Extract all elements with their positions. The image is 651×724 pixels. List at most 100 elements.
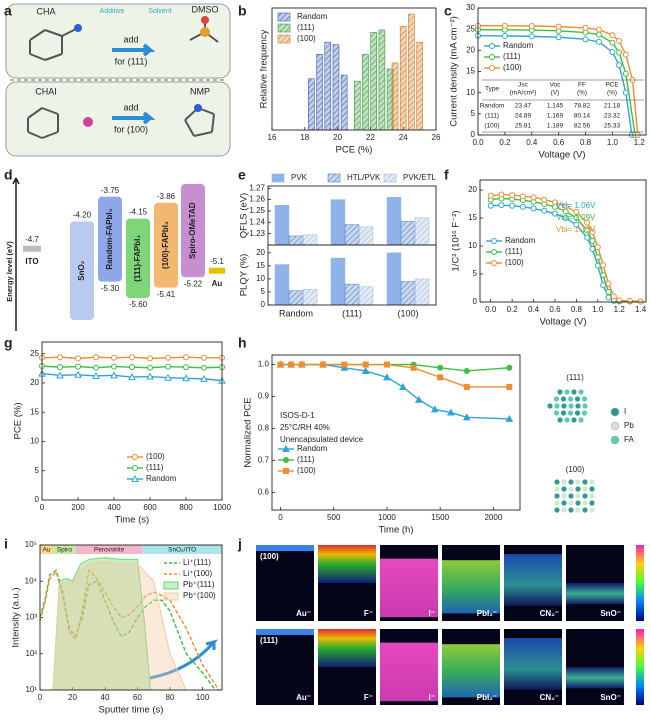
- x-tick-label: 1.4: [635, 305, 647, 314]
- energy-name: Random-FAPbI₃: [105, 208, 114, 269]
- x-tick-label: 0.6: [549, 305, 561, 314]
- legend-label: (111): [297, 23, 315, 32]
- marker: [626, 297, 633, 304]
- atom: [554, 500, 560, 506]
- bar: [344, 224, 360, 246]
- marker: [555, 23, 562, 30]
- x-axis-label: Time (s): [115, 515, 149, 526]
- y-tick-label: 1.24: [249, 217, 265, 226]
- atom: [554, 507, 560, 513]
- marker: [93, 364, 99, 371]
- x-tick-label: (111): [342, 308, 362, 318]
- marker: [57, 364, 63, 371]
- x-tick-label: 18: [300, 133, 309, 142]
- marker: [74, 370, 82, 378]
- x-tick-label: 0: [278, 513, 283, 522]
- bar: [340, 74, 348, 131]
- marker: [341, 361, 348, 368]
- marker: [110, 371, 118, 379]
- marker: [541, 207, 548, 214]
- marker: [487, 202, 494, 209]
- marker: [183, 364, 189, 371]
- marker: [609, 39, 616, 46]
- marker: [129, 364, 135, 371]
- atom: [574, 410, 581, 416]
- atom: [547, 403, 553, 409]
- marker: [501, 22, 508, 29]
- marker: [562, 215, 569, 222]
- structure-label: (111): [566, 373, 584, 382]
- axes-frame: [479, 179, 647, 303]
- y-tick-label: 15: [30, 407, 39, 416]
- map-image: [256, 545, 314, 621]
- bar: [386, 252, 402, 306]
- marker: [463, 383, 470, 390]
- marker: [399, 382, 407, 390]
- x-tick-label: (100): [397, 308, 418, 318]
- atom: [568, 507, 574, 513]
- area: [52, 557, 152, 691]
- legend-label: Pb⁺(111): [183, 580, 215, 589]
- ion-label: SnO⁻: [600, 693, 621, 702]
- annotation: Vbi= 1.09V: [556, 213, 596, 222]
- marker: [584, 227, 591, 234]
- atom: [571, 417, 577, 423]
- bar: [353, 80, 361, 131]
- table-header: (mA/cm²): [510, 90, 537, 97]
- marker: [147, 355, 153, 362]
- y-tick-label: 1.27: [249, 183, 265, 192]
- energy-bar: [126, 218, 150, 299]
- energy-bar: [70, 221, 94, 321]
- y-tick-label: 5: [35, 466, 40, 475]
- atom: [557, 417, 563, 423]
- bar: [358, 286, 374, 306]
- marker: [128, 373, 136, 381]
- bar: [274, 205, 290, 246]
- x-tick-label: 1000: [378, 513, 396, 522]
- energy-label: -5.30: [101, 284, 120, 293]
- x-tick-label: 0.4: [528, 305, 540, 314]
- marker: [605, 280, 612, 287]
- marker: [573, 221, 580, 228]
- ion-label: PbI₂⁻: [477, 609, 497, 618]
- x-tick-label: 0.8: [571, 305, 583, 314]
- energy-bar: [23, 245, 41, 252]
- x-tick-label: 0: [38, 693, 43, 702]
- marker: [573, 215, 580, 222]
- energy-label: -4.20: [73, 210, 92, 219]
- y-axis-label: Normalized PCE: [243, 397, 254, 467]
- structures: (111) (100) I Pb FA: [547, 373, 634, 513]
- marker: [519, 203, 526, 210]
- axes-frame: [39, 544, 223, 691]
- scheme-text: DMSO: [192, 4, 219, 14]
- colorbar: [636, 545, 644, 621]
- atom: [554, 403, 560, 409]
- atom: [589, 507, 595, 513]
- y-tick-label: 10³: [25, 613, 37, 622]
- marker: [201, 364, 207, 371]
- legend-label: (111): [297, 455, 315, 464]
- table-header: (%): [577, 90, 587, 97]
- marker: [132, 465, 138, 471]
- energy-label: -5.41: [157, 290, 176, 299]
- table-cell: 78.82: [574, 103, 591, 110]
- panel-label: j: [237, 536, 242, 552]
- marker: [92, 371, 100, 379]
- table-cell: 25.33: [604, 123, 621, 130]
- y-tick-label: 10⁴: [25, 576, 38, 585]
- x-tick-label: 600: [143, 503, 157, 512]
- legend-swatch: [277, 23, 291, 33]
- region: [75, 545, 143, 554]
- marker: [616, 38, 623, 45]
- legend-label: I: [624, 407, 626, 416]
- marker: [383, 361, 390, 368]
- panel-label: d: [4, 167, 13, 183]
- ion-label: Au⁻: [296, 693, 311, 702]
- marker: [589, 229, 596, 236]
- legend-label: Li⁺(100): [183, 569, 212, 578]
- x-tick-label: 1.0: [607, 138, 619, 147]
- atom: [582, 500, 588, 506]
- annotation: Vbi= 1.06V: [556, 201, 596, 210]
- marker: [277, 361, 284, 368]
- line: [477, 34, 633, 136]
